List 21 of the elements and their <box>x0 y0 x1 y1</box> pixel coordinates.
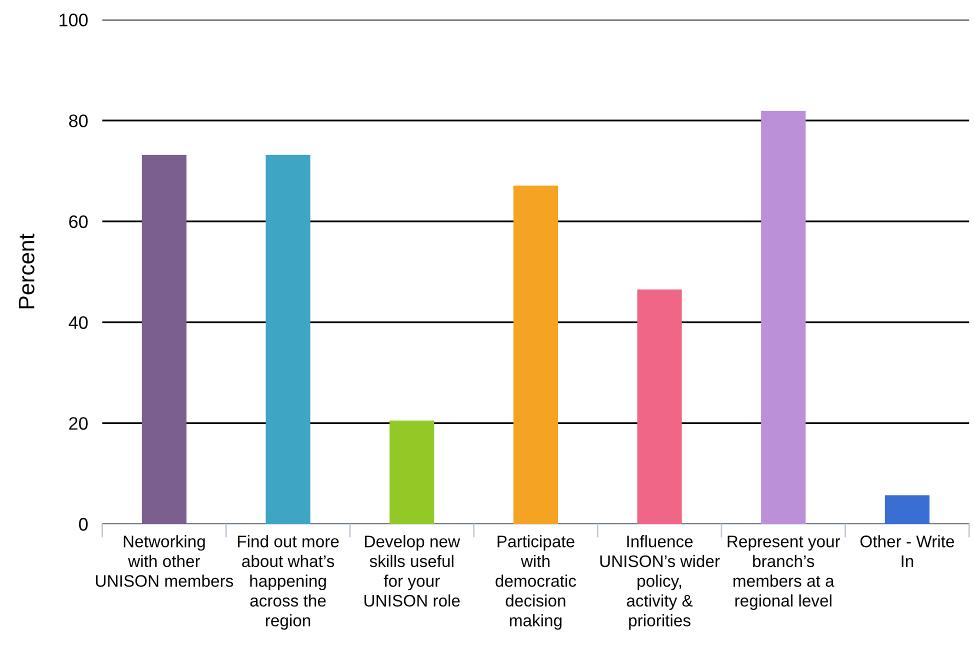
bar <box>390 420 434 524</box>
bar <box>884 495 930 524</box>
bar <box>266 154 310 524</box>
x-tick-label: Find out more about what’s happening across the region <box>238 535 339 630</box>
bar <box>513 186 558 524</box>
y-axis-title: Percent <box>18 234 34 308</box>
x-tick-label: Networking with other UNISON members <box>96 535 234 587</box>
y-tick-label: 0 <box>79 518 88 531</box>
y-tick-label: 80 <box>69 114 88 128</box>
y-tick-label: 100 <box>60 14 88 26</box>
x-tick-label: Develop new skills useful for your UNISON role <box>364 535 460 607</box>
x-tick-label: Other - Write In <box>860 535 954 567</box>
y-tick-label: 40 <box>68 316 88 329</box>
x-tick-label: Participate with democratic decision making <box>496 535 576 630</box>
y-tick-label: 20 <box>69 417 88 430</box>
bar <box>142 154 186 524</box>
x-tick-label: Represent your branch’s members at a regional level <box>728 536 840 610</box>
y-tick-label: 60 <box>69 215 88 228</box>
x-tick-label: Influence UNISON’s wider policy, activity & priorities <box>600 535 720 630</box>
bar <box>761 110 806 524</box>
bar <box>637 289 682 524</box>
